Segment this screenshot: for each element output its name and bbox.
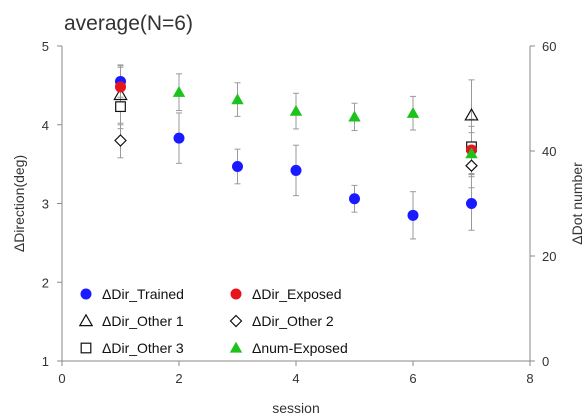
legend-label-num-exposed: Δnum-Exposed — [252, 340, 348, 356]
point-dir-other-3 — [115, 101, 126, 113]
y-axis-label: ΔDirection(deg) — [11, 155, 27, 252]
x-tick-label: 6 — [409, 371, 416, 386]
legend-marker-dir-other-3 — [80, 342, 92, 354]
y2-tick-label: 40 — [542, 144, 556, 159]
point-num-exposed — [172, 86, 186, 97]
y2-tick-label: 20 — [542, 249, 556, 264]
point-dir-trained — [466, 198, 477, 209]
y-tick-label: 1 — [42, 354, 49, 369]
point-dir-trained — [173, 132, 185, 144]
error-bars — [117, 64, 475, 240]
legend-label-dir-other-2: ΔDir_Other 2 — [252, 313, 334, 329]
point-num-exposed — [231, 93, 244, 105]
point-num-exposed — [406, 107, 420, 118]
point-dir-other-1 — [113, 87, 128, 101]
point-num-exposed — [348, 110, 361, 122]
y-tick-label: 3 — [42, 197, 49, 212]
point-num-exposed — [289, 104, 303, 116]
point-dir-other-2 — [465, 159, 478, 173]
point-dir-trained — [349, 193, 360, 205]
legend-marker-num-exposed — [229, 341, 243, 353]
point-dir-exposed — [115, 81, 126, 93]
x-axis-label: session — [272, 400, 319, 416]
x-tick-label: 4 — [292, 371, 299, 386]
y2-tick-label: 60 — [542, 39, 556, 54]
legend: ΔDir_Trained ΔDir_Exposed ΔDir_Other 1 ΔDir… — [78, 286, 348, 356]
y-tick-label: 5 — [42, 39, 49, 54]
y2-tick-label: 0 — [542, 354, 549, 369]
point-dir-trained — [290, 164, 302, 176]
chart-title: average(N=6) — [64, 12, 193, 35]
x-tick-label: 2 — [175, 371, 182, 386]
legend-marker-dir-other-2 — [229, 314, 243, 328]
point-dir-other-1 — [464, 107, 479, 121]
point-num-exposed — [465, 147, 478, 159]
x-tick-label: 0 — [58, 371, 65, 386]
legend-label-dir-exposed: ΔDir_Exposed — [252, 286, 342, 302]
point-dir-other-2 — [114, 134, 127, 147]
x-tick-label: 8 — [526, 371, 533, 386]
legend-marker-dir-trained — [80, 288, 92, 300]
legend-marker-dir-other-1 — [78, 313, 94, 327]
data-points — [113, 75, 479, 221]
legend-label-dir-other-1: ΔDir_Other 1 — [102, 313, 184, 329]
legend-marker-dir-exposed — [230, 288, 242, 300]
y2-axis-label: ΔDot number — [569, 162, 585, 245]
point-dir-trained — [407, 209, 419, 221]
legend-label-dir-other-3: ΔDir_Other 3 — [102, 340, 184, 356]
point-dir-trained — [232, 160, 243, 172]
y-tick-label: 2 — [42, 275, 49, 290]
legend-label-dir-trained: ΔDir_Trained — [102, 286, 184, 302]
axes: 0 2 4 6 8 1 2 3 4 5 0 20 40 60 session ΔDirection(deg) Δ… — [11, 39, 585, 416]
y-tick-label: 4 — [42, 118, 49, 133]
